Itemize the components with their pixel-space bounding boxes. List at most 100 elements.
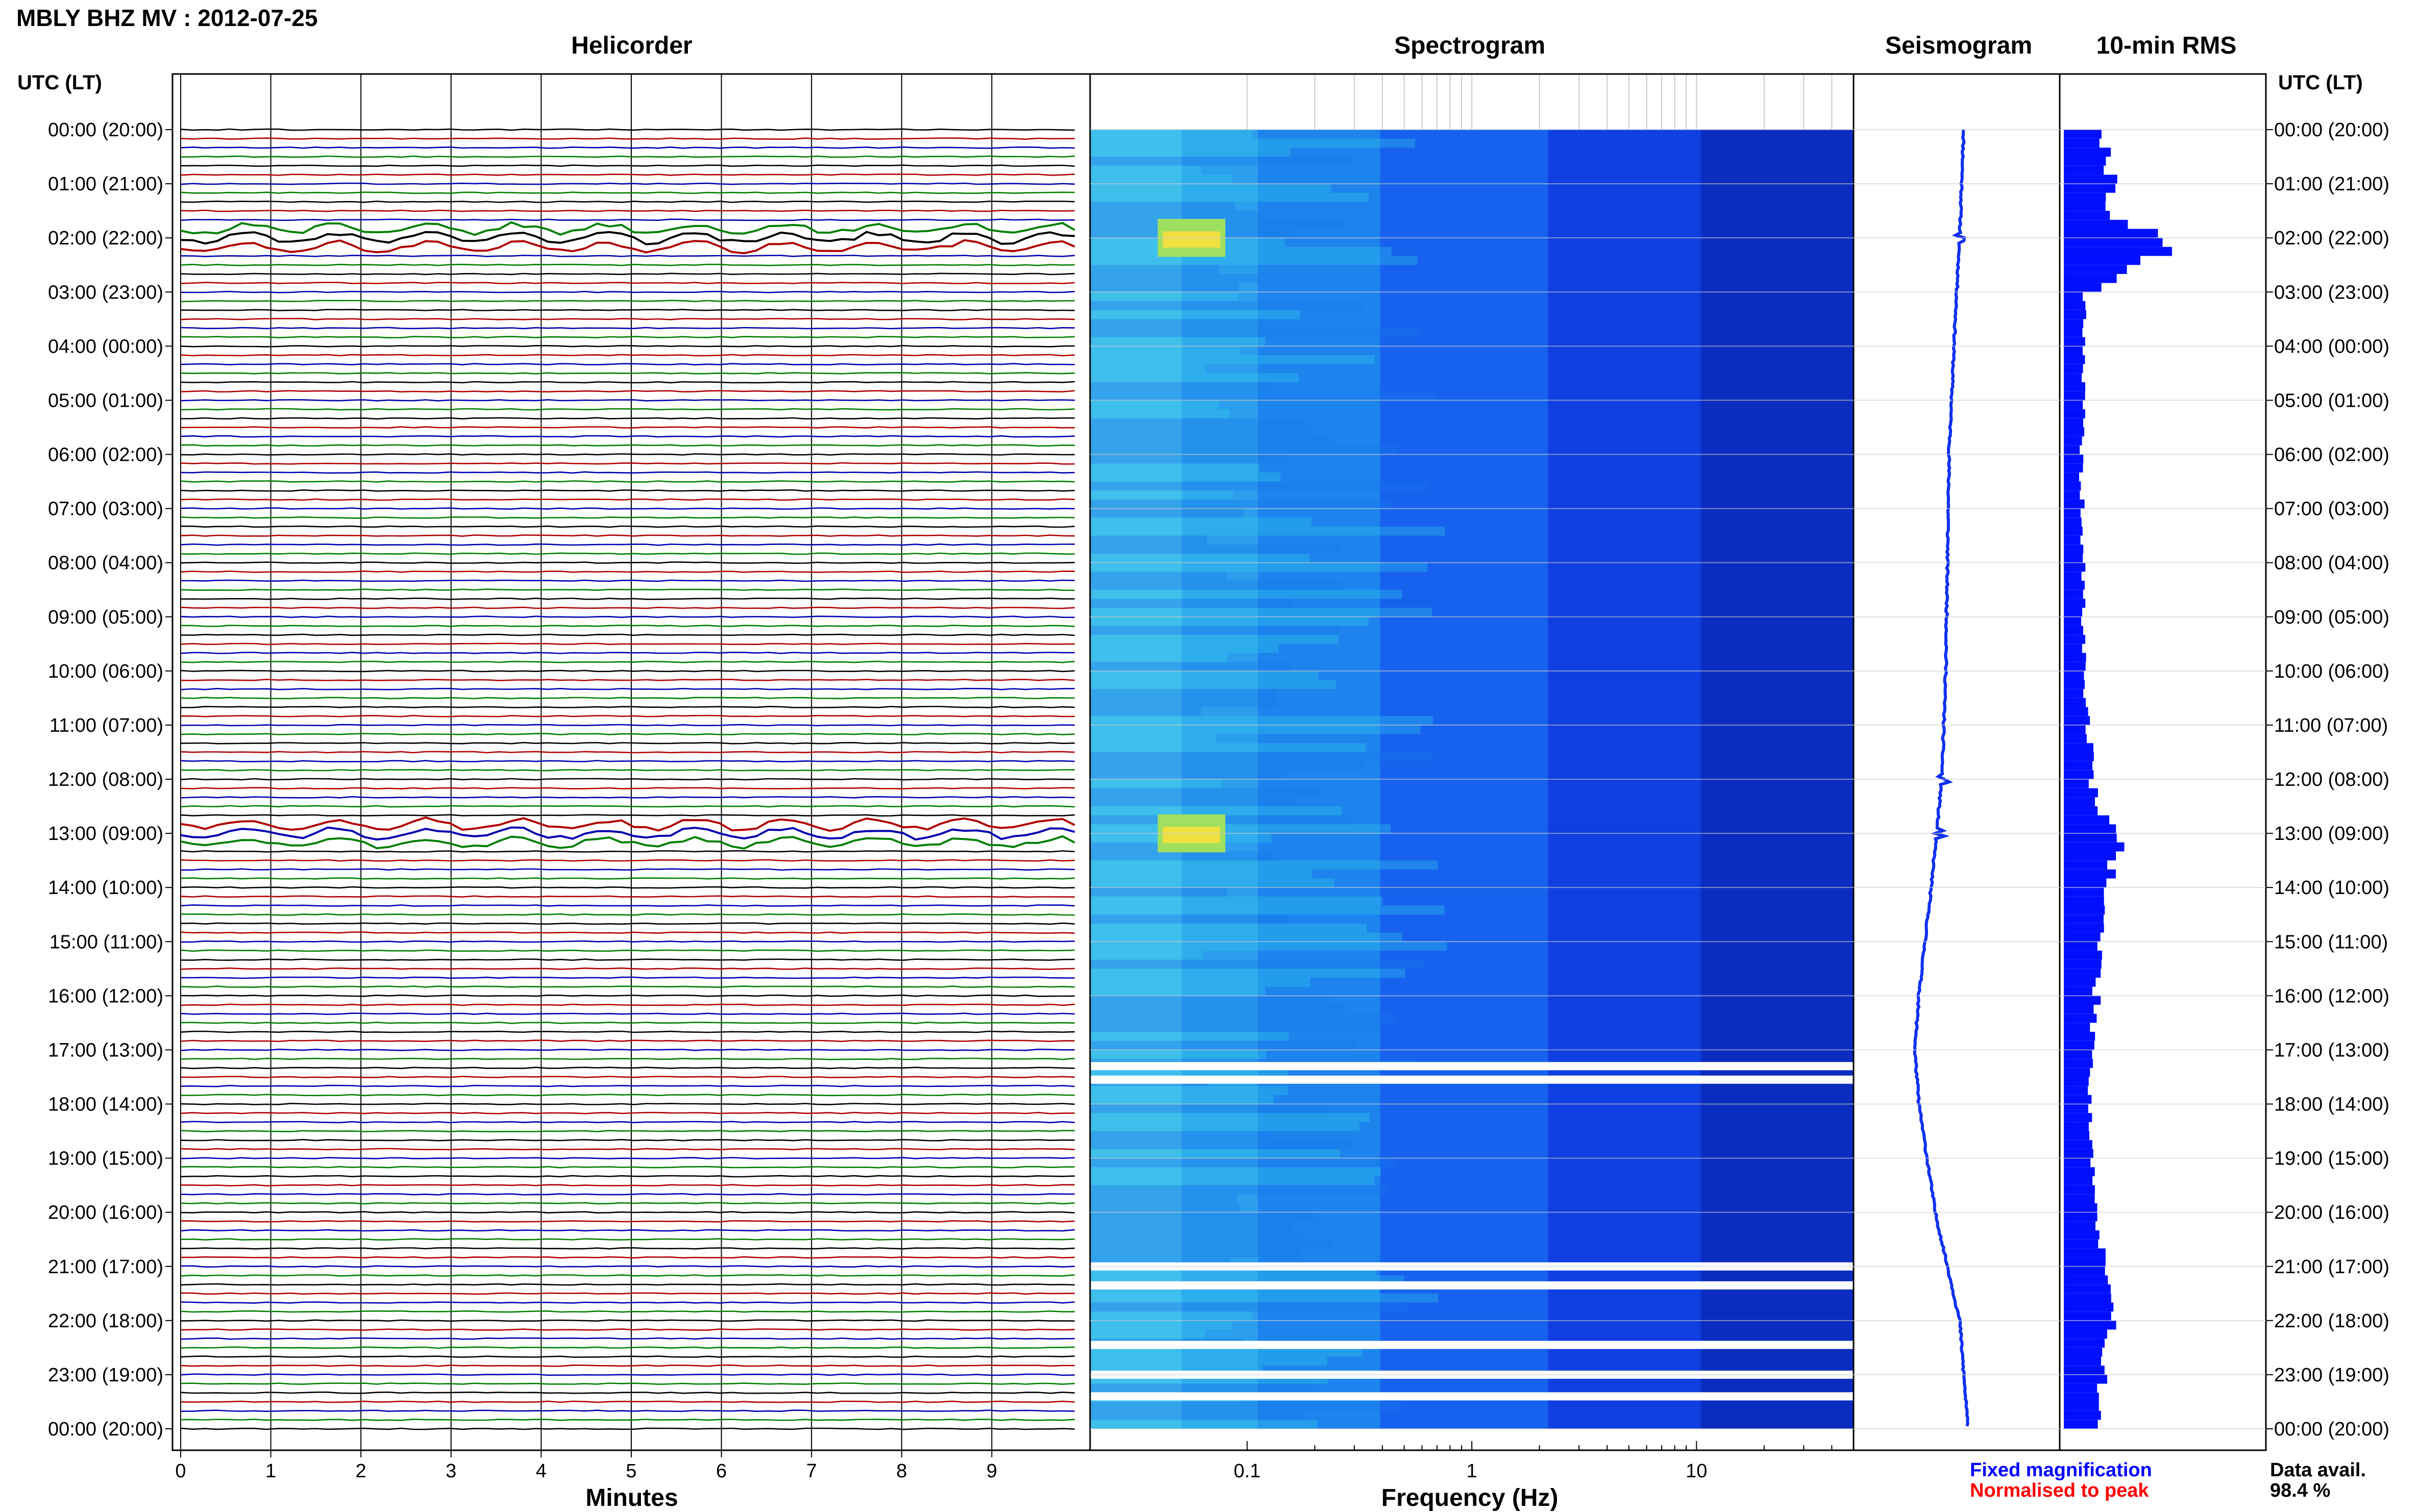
spectrogram-row (1090, 1113, 1370, 1122)
spectrogram-row (1090, 572, 1227, 581)
spectrogram-row (1090, 337, 1266, 346)
helicorder-trace (180, 697, 1075, 700)
spectrogram-row (1090, 851, 1275, 861)
helicorder-panel (180, 74, 1075, 1450)
rms-bar (2064, 319, 2084, 328)
spectrogram-row (1090, 1023, 1381, 1032)
rms-bar (2064, 941, 2097, 951)
hour-label-left: 22:00 (18:00) (48, 1310, 163, 1332)
helicorder-trace (180, 525, 1075, 528)
hour-label-left: 07:00 (03:00) (48, 499, 163, 520)
hour-label-left: 02:00 (22:00) (48, 228, 163, 249)
spectrogram-row (1090, 1311, 1252, 1321)
spectrogram-row (1090, 517, 1312, 527)
spectrogram-row (1090, 391, 1437, 401)
rms-bar (2064, 932, 2101, 942)
helicorder-trace (180, 516, 1075, 519)
helicorder-trace (180, 543, 1075, 546)
rms-bar (2064, 851, 2116, 861)
hour-label-left: 01:00 (21:00) (48, 173, 163, 195)
rms-bar (2064, 887, 2104, 897)
rms-bar (2064, 788, 2098, 798)
spectrogram-row (1090, 878, 1335, 888)
helicorder-x-tick-label: 0 (175, 1460, 186, 1482)
rms-bar (2064, 743, 2093, 752)
spectrogram-row (1090, 1194, 1238, 1203)
hour-label-left: 20:00 (16:00) (48, 1202, 163, 1224)
rms-bar (2064, 445, 2080, 455)
spectrogram-row (1090, 211, 1264, 220)
helicorder-trace (180, 1211, 1075, 1214)
rms-bar (2064, 1140, 2092, 1149)
hour-label-left: 21:00 (17:00) (48, 1256, 163, 1278)
hour-label-left: 05:00 (01:00) (48, 390, 163, 411)
helicorder-trace (180, 1319, 1075, 1322)
helicorder-trace (180, 1067, 1075, 1070)
spectrogram-row (1090, 1383, 1312, 1393)
spectrogram-row (1090, 1167, 1381, 1176)
helicorder-trace (180, 1076, 1075, 1078)
helicorder-trace (180, 239, 1075, 255)
helicorder-trace (180, 859, 1075, 862)
hour-label-left: 08:00 (04:00) (48, 553, 163, 574)
rms-bar (2064, 959, 2102, 969)
spectrogram-row (1090, 445, 1398, 455)
spectrogram-x-tick-label: 10 (1686, 1460, 1707, 1482)
rms-bar (2064, 1257, 2106, 1267)
time-header-right: UTC (LT) (2278, 71, 2363, 94)
spectrogram-row (1090, 1086, 1288, 1095)
helicorder-trace (180, 652, 1075, 654)
spectrogram-row (1090, 1040, 1356, 1050)
rms-bar (2064, 1239, 2099, 1249)
rms-bar (2064, 373, 2082, 383)
helicorder-trace (180, 480, 1075, 483)
helicorder-trace (180, 1130, 1075, 1132)
spectrogram-row (1090, 1293, 1438, 1303)
spectrogram-row (1090, 175, 1232, 184)
spectrogram-row (1090, 364, 1205, 374)
spectrogram-row (1090, 562, 1427, 572)
rms-bar (2064, 842, 2125, 852)
spectrogram-row (1090, 1320, 1232, 1330)
spectrogram-row (1090, 635, 1339, 644)
helicorder-x-tick-label: 5 (626, 1460, 636, 1482)
rms-bar (2064, 138, 2100, 148)
helicorder-x-tick-label: 9 (986, 1460, 997, 1482)
helicorder-trace (180, 1166, 1075, 1169)
rms-bar (2064, 986, 2092, 996)
spectrogram-title: Spectrogram (1394, 32, 1546, 59)
helicorder-trace (180, 1337, 1075, 1340)
helicorder-trace (180, 146, 1075, 149)
rms-bar (2064, 1401, 2099, 1411)
rms-bar (2064, 1393, 2099, 1402)
spectrogram-row (1090, 1005, 1345, 1014)
hour-label-right: 19:00 (15:00) (2274, 1148, 2389, 1170)
rms-bar (2064, 202, 2106, 211)
hour-label-right: 15:00 (11:00) (2274, 931, 2388, 953)
hour-label-left: 12:00 (08:00) (48, 769, 163, 790)
spectrogram-row (1090, 1356, 1327, 1366)
spectrogram-row (1090, 643, 1279, 653)
rms-bar (2064, 1302, 2114, 1312)
hour-label-left: 14:00 (10:00) (48, 877, 163, 899)
spectrogram-row (1090, 725, 1421, 734)
rms-bar (2064, 1185, 2095, 1195)
spectrogram-row (1090, 599, 1293, 608)
spectrogram-row (1090, 463, 1260, 473)
spectrogram-data-gap (1090, 1392, 1854, 1401)
rms-bar (2064, 761, 2092, 771)
spectrogram-row (1090, 138, 1415, 148)
hour-label-right: 00:00 (20:00) (2274, 1419, 2389, 1440)
helicorder-trace (180, 985, 1075, 988)
hour-label-left: 18:00 (14:00) (48, 1094, 163, 1116)
spectrogram-row (1090, 436, 1331, 445)
helicorder-trace (180, 128, 1075, 131)
rms-bar (2064, 1167, 2095, 1176)
spectrogram-row (1090, 905, 1445, 915)
rms-bar (2064, 1077, 2089, 1086)
helicorder-trace (180, 606, 1075, 609)
rms-bar (2064, 472, 2080, 482)
helicorder-trace (180, 1310, 1075, 1313)
helicorder-trace (180, 1418, 1075, 1421)
spectrogram-row (1090, 355, 1375, 364)
